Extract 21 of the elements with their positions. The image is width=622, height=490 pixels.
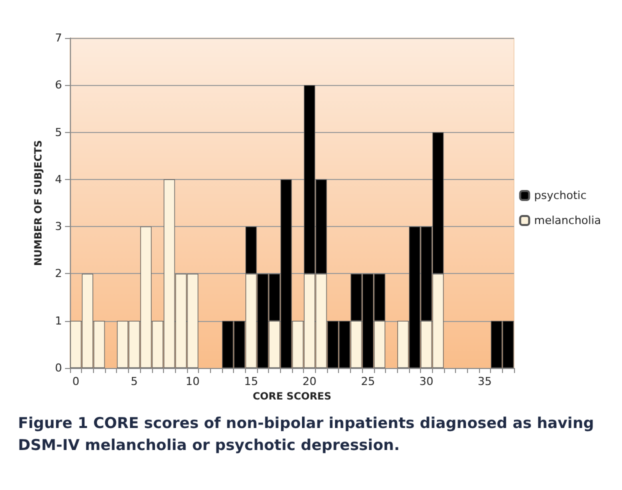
y-tick-label: 6 [55,78,62,92]
y-axis-title: NUMBER OF SUBJECTS [34,140,44,266]
caption: Figure 1 CORE scores of non-bipolar inpatients diagnosed as having DSM-IV melancholia or psychotic depression. [17,413,595,456]
y-tick-label: 4 [55,172,62,186]
y-tick-label: 5 [55,126,62,139]
y-tick-label: 0 [55,362,62,374]
x-tick-label: 5 [130,375,138,388]
y-tick-label: 2 [55,267,62,280]
y-tick-label: 7 [55,32,62,44]
x-tick-label: 15 [244,375,258,388]
x-tick-label: 25 [360,375,375,388]
x-tick-label: 0 [72,375,80,388]
x-tick-label: 35 [478,375,492,388]
x-tick-label: 20 [302,375,317,388]
y-tick-label: 3 [55,220,62,234]
legend-label: psychotic [534,189,587,202]
legend-label: melancholia [534,214,602,227]
x-tick-label: 30 [419,375,434,388]
y-tick-label: 1 [55,314,62,328]
x-tick-label: 10 [186,375,200,388]
x-axis-title: CORE SCORES [252,391,332,402]
